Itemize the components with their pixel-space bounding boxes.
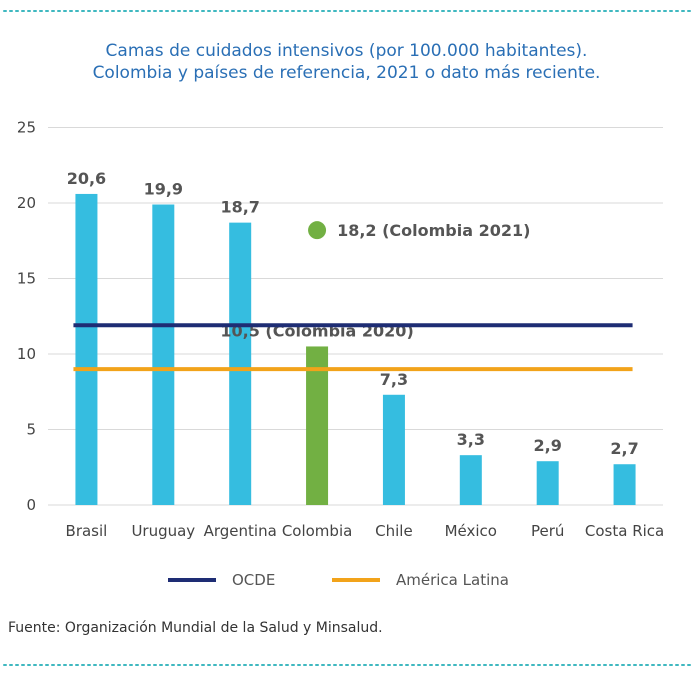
category-label-1: Uruguay — [131, 522, 195, 540]
category-label-0: Brasil — [66, 522, 108, 540]
top-dotted-border — [3, 10, 693, 12]
value-label-2: 18,7 — [220, 198, 259, 217]
legend-swatch-ocde — [168, 578, 216, 582]
colombia-2021-point — [308, 221, 327, 240]
category-label-6: Perú — [531, 522, 564, 540]
value-label-7: 2,7 — [610, 439, 638, 458]
category-label-5: México — [445, 522, 497, 540]
category-label-7: Costa Rica — [585, 522, 664, 540]
bottom-dotted-border — [3, 664, 693, 666]
bar-0 — [75, 193, 98, 505]
y-tick-label-10: 10 — [17, 345, 36, 363]
category-label-4: Chile — [375, 522, 413, 540]
y-tick-label-5: 5 — [26, 421, 36, 439]
bar-2 — [229, 222, 252, 505]
y-tick-label-15: 15 — [17, 270, 36, 288]
bar-4 — [382, 394, 405, 505]
y-tick-label-0: 0 — [26, 496, 36, 514]
chart-title: Camas de cuidados intensivos (por 100.00… — [0, 40, 693, 84]
legend-item-ocde: OCDE — [168, 571, 275, 589]
value-label-5: 3,3 — [457, 430, 485, 449]
value-label-1: 19,9 — [144, 180, 183, 199]
category-label-3: Colombia — [282, 522, 353, 540]
title-line-2: Colombia y países de referencia, 2021 o … — [92, 63, 601, 83]
bar-6 — [536, 461, 559, 505]
y-tick-label-20: 20 — [17, 194, 36, 212]
legend-swatch-america-latina — [332, 578, 380, 582]
bar-chart: 0 5 10 15 20 25 20,6 Brasil 19,9 Uruguay 18,7 Argen… — [17, 119, 664, 541]
value-label-4: 7,3 — [380, 370, 408, 389]
bar-7 — [613, 464, 636, 505]
bar-3 — [306, 346, 329, 505]
value-label-6: 2,9 — [534, 436, 562, 455]
bar-5 — [459, 455, 482, 505]
bar-1 — [152, 204, 175, 505]
legend: OCDE América Latina — [0, 571, 693, 595]
y-tick-label-25: 25 — [17, 119, 36, 137]
source-note: Fuente: Organización Mundial de la Salud… — [8, 620, 383, 636]
value-label-0: 20,6 — [67, 169, 106, 188]
legend-item-america-latina: América Latina — [332, 571, 509, 589]
legend-label-america-latina: América Latina — [396, 571, 509, 589]
category-label-2: Argentina — [204, 522, 277, 540]
colombia-2021-label: 18,2 (Colombia 2021) — [337, 221, 530, 240]
legend-label-ocde: OCDE — [232, 571, 276, 589]
title-line-1: Camas de cuidados intensivos (por 100.00… — [105, 41, 588, 61]
